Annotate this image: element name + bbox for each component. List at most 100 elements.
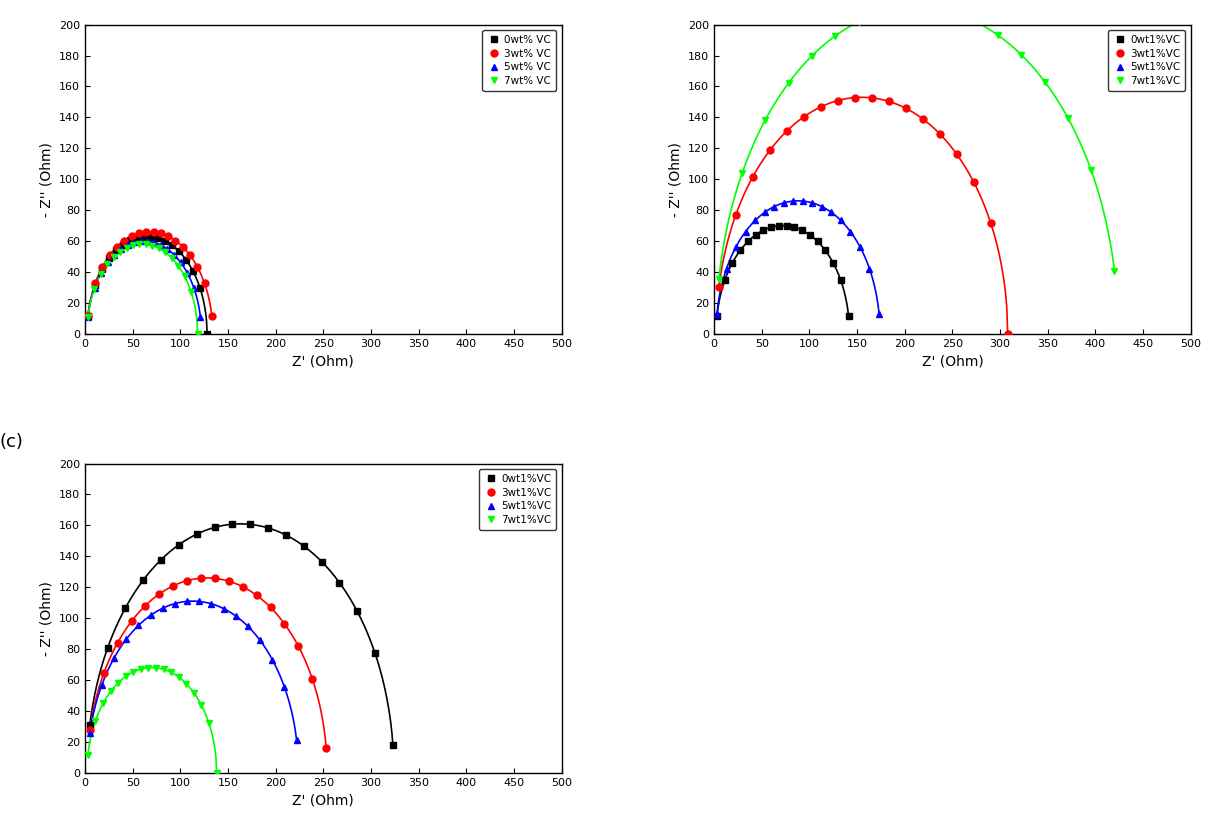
0wt1%VC [243, 520, 258, 529]
5wt1%VC [228, 611, 243, 621]
Legend: 0wt% VC, 3wt% VC, 5wt% VC, 7wt% VC: 0wt% VC, 3wt% VC, 5wt% VC, 7wt% VC [482, 30, 556, 91]
5wt% VC [126, 238, 141, 247]
7wt% VC [139, 239, 153, 249]
0wt% VC [115, 240, 130, 250]
3wt1%VC [305, 674, 320, 684]
7wt% VC [100, 260, 114, 270]
3wt1%VC [865, 93, 880, 103]
3wt% VC [87, 279, 102, 289]
5wt1%VC [796, 196, 810, 206]
5wt1%VC [863, 264, 877, 274]
3wt% VC [175, 242, 190, 252]
7wt% VC [152, 243, 166, 253]
3wt1%VC [831, 95, 846, 105]
7wt1%VC [134, 664, 148, 674]
5wt1%VC [767, 201, 781, 211]
0wt% VC [151, 233, 165, 243]
7wt1%VC [187, 688, 202, 698]
X-axis label: Z' (Ohm): Z' (Ohm) [293, 354, 355, 368]
0wt1%VC [118, 603, 132, 612]
5wt1%VC [204, 599, 219, 609]
0wt1%VC [278, 530, 293, 540]
3wt1%VC [277, 619, 292, 629]
5wt1%VC [180, 597, 194, 607]
5wt1%VC [747, 215, 762, 225]
0wt1%VC [833, 275, 848, 285]
5wt1%VC [277, 682, 292, 692]
5wt1%VC [168, 598, 182, 608]
0wt1%VC [717, 275, 731, 285]
5wt1%VC [265, 654, 279, 664]
Line: 0wt1%VC: 0wt1%VC [86, 520, 396, 749]
0wt1%VC [171, 540, 186, 550]
0wt1%VC [818, 246, 832, 256]
0wt% VC [87, 280, 102, 290]
3wt1%VC [780, 126, 795, 136]
0wt1%VC [350, 607, 364, 616]
7wt1%VC [944, 7, 959, 17]
5wt1%VC [289, 736, 304, 746]
3wt% VC [182, 250, 197, 260]
0wt1%VC [332, 578, 346, 588]
3wt1%VC [729, 210, 744, 219]
5wt1%VC [729, 242, 744, 252]
3wt% VC [102, 250, 117, 260]
5wt1%VC [131, 621, 146, 630]
5wt1%VC [814, 201, 829, 211]
7wt1%VC [735, 168, 750, 178]
7wt1%VC [1107, 266, 1121, 275]
7wt1%VC [1061, 113, 1075, 122]
3wt1%VC [814, 102, 829, 112]
5wt% VC [166, 250, 181, 260]
0wt1%VC [296, 541, 311, 551]
0wt% VC [193, 283, 208, 293]
3wt1%VC [221, 576, 236, 586]
3wt% VC [131, 229, 146, 238]
5wt1%VC [739, 227, 753, 237]
7wt% VC [113, 247, 128, 256]
3wt1%VC [915, 114, 929, 124]
Line: 3wt% VC: 3wt% VC [84, 229, 215, 320]
Line: 0wt% VC: 0wt% VC [84, 233, 210, 337]
0wt% VC [186, 266, 200, 276]
7wt% VC [94, 270, 108, 279]
7wt1%VC [1038, 76, 1052, 86]
3wt1%VC [318, 743, 333, 753]
0wt% VC [102, 253, 117, 263]
5wt% VC [80, 312, 95, 322]
5wt1%VC [216, 603, 231, 613]
3wt% VC [190, 261, 204, 271]
3wt1%VC [882, 96, 897, 106]
3wt1%VC [180, 575, 194, 585]
0wt1%VC [385, 740, 400, 750]
5wt% VC [147, 238, 162, 247]
Line: 5wt% VC: 5wt% VC [84, 238, 204, 321]
7wt% VC [145, 241, 159, 251]
Line: 7wt1%VC: 7wt1%VC [716, 5, 1118, 283]
Line: 3wt1%VC: 3wt1%VC [716, 94, 1011, 337]
0wt1%VC [756, 225, 770, 235]
5wt1%VC [853, 242, 868, 252]
0wt% VC [95, 265, 109, 275]
7wt% VC [177, 271, 192, 281]
X-axis label: Z' (Ohm): Z' (Ohm) [293, 793, 355, 807]
0wt1%VC [787, 222, 802, 232]
5wt% VC [153, 240, 168, 250]
3wt% VC [139, 227, 153, 237]
7wt1%VC [80, 750, 95, 760]
5wt1%VC [143, 611, 158, 621]
3wt% VC [124, 231, 139, 241]
Line: 3wt1%VC: 3wt1%VC [86, 575, 329, 751]
5wt1%VC [241, 621, 255, 631]
Legend: 0wt1%VC, 3wt1%VC, 5wt1%VC, 7wt1%VC: 0wt1%VC, 3wt1%VC, 5wt1%VC, 7wt1%VC [1108, 30, 1186, 91]
3wt1%VC [166, 581, 181, 591]
7wt% VC [183, 287, 198, 297]
0wt1%VC [803, 230, 818, 240]
3wt1%VC [983, 218, 998, 228]
7wt% VC [191, 329, 205, 339]
5wt% VC [114, 244, 129, 254]
5wt1%VC [843, 227, 858, 237]
Line: 0wt1%VC: 0wt1%VC [713, 222, 852, 319]
Y-axis label: - Z'' (Ohm): - Z'' (Ohm) [668, 141, 683, 217]
3wt1%VC [208, 574, 222, 584]
